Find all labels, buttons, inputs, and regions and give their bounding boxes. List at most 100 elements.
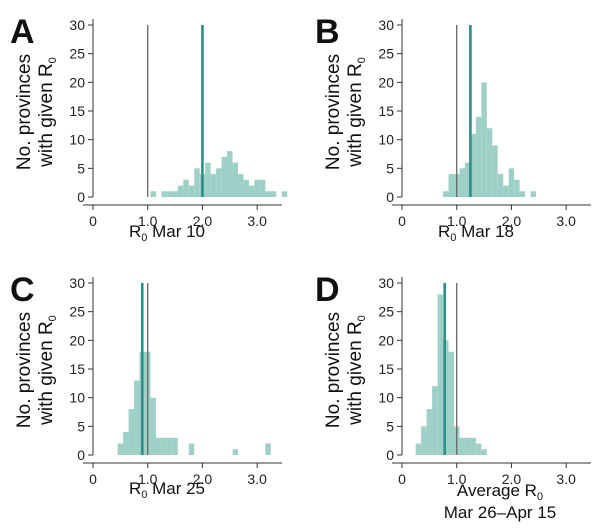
y-label-subscript: 0 xyxy=(47,315,59,321)
x-tick-label: 1.0 xyxy=(447,471,467,487)
y-tick-label: 25 xyxy=(69,304,85,320)
histogram-bar xyxy=(265,191,271,197)
histogram-bar xyxy=(459,168,465,197)
histogram-bar xyxy=(248,185,255,197)
y-axis-label: No. provinceswith given R0 xyxy=(323,312,368,428)
histogram-bar xyxy=(183,179,189,197)
histogram-bar xyxy=(243,179,249,197)
y-tick-label: 5 xyxy=(77,418,85,434)
y-label-subscript: 0 xyxy=(356,315,368,321)
x-axis-label: Average R0 Mar 26–Apr 15 xyxy=(444,481,556,522)
histogram-bar xyxy=(227,151,233,197)
histogram-bar xyxy=(232,162,239,197)
x-label-rest: Mar 18 xyxy=(456,222,514,241)
x-label-main: R xyxy=(438,222,450,241)
histogram-bar xyxy=(281,191,288,197)
y-axis-label: No. provinceswith given R0 xyxy=(323,54,368,170)
y-label-line2: with given R xyxy=(36,63,57,168)
histogram-bar xyxy=(161,191,167,197)
x-tick-label: 1.0 xyxy=(138,213,158,229)
y-label-line1: No. provinces xyxy=(323,54,344,170)
y-tick-label: 15 xyxy=(378,103,394,119)
histogram-bar xyxy=(492,145,498,197)
y-tick-label: 0 xyxy=(386,189,394,205)
x-label-main: R xyxy=(129,479,141,498)
x-tick-label: 3.0 xyxy=(247,213,267,229)
x-label-rest: Mar 25 xyxy=(147,479,205,498)
histogram-bar xyxy=(128,409,135,455)
histogram-bar xyxy=(437,294,444,455)
y-tick-label: 20 xyxy=(69,332,85,348)
y-tick-label: 15 xyxy=(69,361,85,377)
y-label-subscript: 0 xyxy=(356,57,368,63)
y-axis-label: No. provinceswith given R0 xyxy=(14,54,59,170)
y-tick-label: 5 xyxy=(77,160,85,176)
histogram-bar xyxy=(448,351,454,455)
histogram-bar xyxy=(259,179,266,197)
x-label-main: R xyxy=(129,222,141,241)
y-tick-label: 30 xyxy=(378,17,394,33)
x-axis-label: R0 Mar 18 xyxy=(438,222,514,244)
x-tick-label: 3.0 xyxy=(556,471,576,487)
histogram-bar xyxy=(177,185,184,197)
histogram-bar xyxy=(238,174,244,197)
histogram-bar xyxy=(188,443,195,455)
histogram-bar xyxy=(481,82,487,197)
histogram-bar xyxy=(216,168,222,197)
y-tick-label: 5 xyxy=(386,418,394,434)
y-label-line2: with given R xyxy=(345,63,366,168)
y-tick-label: 20 xyxy=(378,74,394,90)
histogram-bar xyxy=(519,191,526,197)
histogram-bar xyxy=(188,185,195,197)
histogram-bar xyxy=(514,179,520,197)
histogram-bar xyxy=(161,437,167,455)
x-tick-label: 2.0 xyxy=(193,471,213,487)
histogram-bar xyxy=(150,397,156,455)
histogram-bar xyxy=(166,191,173,197)
histogram-bar xyxy=(530,191,537,197)
panel-letter: C xyxy=(10,271,35,309)
y-tick-label: 25 xyxy=(69,46,85,62)
x-tick-label: 1.0 xyxy=(138,471,158,487)
y-tick-label: 5 xyxy=(386,160,394,176)
histogram-bar xyxy=(415,443,422,455)
y-tick-label: 25 xyxy=(378,46,394,62)
histogram-bar xyxy=(421,426,427,455)
y-tick-label: 20 xyxy=(69,74,85,90)
x-tick-label: 2.0 xyxy=(502,213,522,229)
x-tick-label: 0 xyxy=(89,471,97,487)
histogram-bar xyxy=(464,162,471,197)
histogram-bar xyxy=(432,386,438,455)
x-tick-label: 0 xyxy=(398,213,406,229)
x-axis-label: R0 Mar 10 xyxy=(129,222,205,244)
y-tick-label: 20 xyxy=(378,332,394,348)
histogram-bar xyxy=(265,443,271,455)
histogram-bar xyxy=(508,168,515,197)
histogram-bar xyxy=(470,437,476,455)
histogram-bar xyxy=(443,191,449,197)
histogram-bar xyxy=(470,133,476,197)
x-label-subscript: 0 xyxy=(141,232,147,244)
x-label-subscript: 0 xyxy=(141,489,147,501)
y-label-line2: with given R xyxy=(36,321,57,426)
y-tick-label: 0 xyxy=(386,447,394,463)
histogram-bar xyxy=(117,443,124,455)
histogram-bar xyxy=(172,437,178,455)
x-label-rest: Mar 10 xyxy=(147,222,205,241)
histogram-bar xyxy=(475,116,482,197)
y-tick-label: 10 xyxy=(69,132,85,148)
y-tick-label: 10 xyxy=(378,390,394,406)
y-axis-label: No. provinceswith given R0 xyxy=(14,312,59,428)
histogram-bar xyxy=(210,174,217,197)
y-tick-label: 30 xyxy=(69,275,85,291)
x-tick-label: 1.0 xyxy=(447,213,467,229)
panel-letter: B xyxy=(315,13,340,51)
x-label-subscript: 0 xyxy=(537,491,543,503)
y-tick-label: 15 xyxy=(69,103,85,119)
y-label-line2: with given R xyxy=(345,321,366,426)
x-label-subscript: 0 xyxy=(450,232,456,244)
